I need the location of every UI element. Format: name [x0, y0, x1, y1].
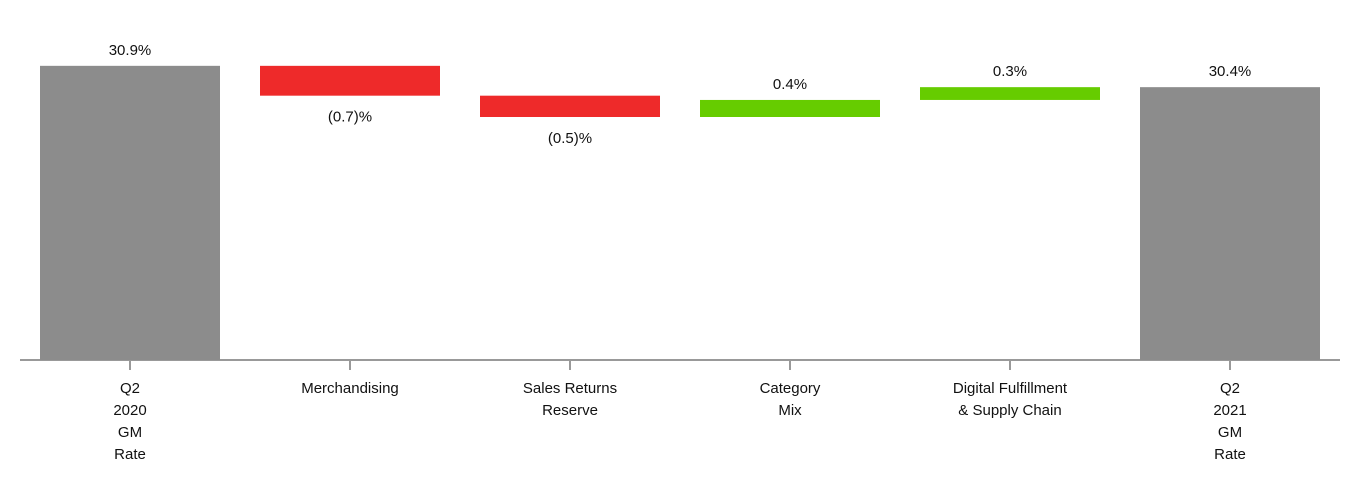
x-tick-label: Category [760, 380, 821, 397]
x-tick-label: & Supply Chain [958, 402, 1061, 419]
x-tick-label: Rate [114, 446, 146, 463]
x-tick-label: GM [118, 424, 142, 441]
x-tick-label: 2020 [113, 402, 146, 419]
bar [1140, 87, 1320, 360]
value-label: 30.9% [109, 42, 152, 59]
value-label: 0.4% [773, 76, 807, 93]
bar [40, 65, 220, 360]
x-tick-label: Mix [778, 402, 802, 419]
value-label: 30.4% [1209, 63, 1252, 80]
x-tick-label: Q2 [120, 380, 140, 397]
bar [480, 95, 660, 117]
bar [260, 65, 440, 96]
x-tick-label: Sales Returns [523, 380, 617, 397]
x-tick-label: Rate [1214, 446, 1246, 463]
x-tick-label: Merchandising [301, 380, 399, 397]
x-tick-label: Q2 [1220, 380, 1240, 397]
x-tick-label: Digital Fulfillment [953, 380, 1068, 397]
x-tick-label: 2021 [1213, 402, 1246, 419]
value-label: (0.7)% [328, 109, 372, 126]
x-tick-label: GM [1218, 424, 1242, 441]
bar [700, 99, 880, 117]
bar [920, 87, 1100, 100]
x-tick-label: Reserve [542, 402, 598, 419]
value-label: (0.5)% [548, 130, 592, 147]
value-label: 0.3% [993, 63, 1027, 80]
